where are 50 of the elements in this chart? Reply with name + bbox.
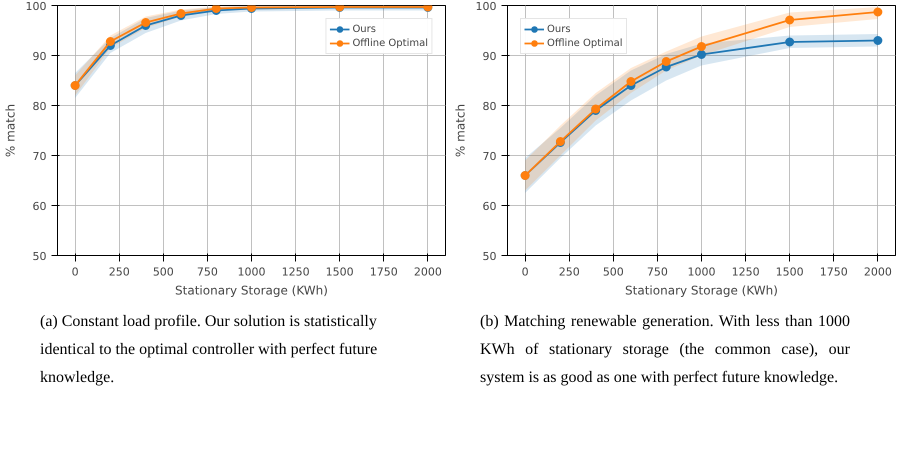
point	[697, 42, 706, 51]
x-tick-label: 500	[602, 266, 624, 278]
y-tick-label: 70	[32, 150, 47, 163]
y-tick-label: 50	[482, 250, 497, 263]
x-tick-label: 1000	[238, 266, 266, 278]
point	[106, 37, 115, 46]
x-tick-label: 750	[646, 266, 668, 278]
point	[697, 50, 706, 59]
point	[873, 36, 882, 45]
x-tick-label: 500	[152, 266, 174, 278]
x-tick-label: 1250	[282, 266, 310, 278]
legend-label: Offline Optimal	[547, 36, 623, 50]
x-tick-label: 250	[108, 266, 130, 278]
legend-label: Ours	[352, 22, 376, 36]
y-axis-title: % match	[454, 104, 468, 158]
y-tick-label: 70	[482, 150, 497, 163]
point	[873, 8, 882, 16]
x-tick-label: 1750	[370, 266, 398, 278]
x-axis-title: Stationary Storage (KWh)	[175, 284, 328, 298]
x-tick-label: 2000	[864, 266, 892, 278]
x-tick-label: 1500	[776, 266, 804, 278]
point	[662, 57, 671, 66]
x-tick-label: 1250	[732, 266, 760, 278]
x-tick-label: 2000	[414, 266, 442, 278]
x-tick-label: 750	[196, 266, 218, 278]
y-tick-label: 60	[482, 200, 497, 213]
x-tick-label: 250	[558, 266, 580, 278]
text: (a) Constant load profile. Our solution is statistically identical to the optimal controller with perfect future knowledge.	[40, 312, 378, 388]
legend-label: Offline Optimal	[352, 36, 428, 50]
point	[785, 38, 794, 46]
text: (b) Matching renewable generation. With less than 1000 KWh of stationary storage (the common case), our system is as good as one with perfect future knowledge.	[480, 312, 850, 388]
y-tick-label: 100	[476, 0, 497, 13]
y-tick-label: 80	[32, 100, 47, 113]
y-tick-label: 80	[482, 100, 497, 113]
y-tick-label: 90	[32, 50, 47, 63]
x-tick-label: 1750	[820, 266, 848, 278]
y-tick-label: 100	[26, 0, 47, 13]
point	[626, 77, 636, 86]
legend-label: Ours	[547, 22, 571, 36]
x-tick-label: 1000	[688, 266, 716, 278]
x-tick-label: 0	[72, 266, 79, 278]
y-axis-title: % match	[4, 104, 18, 158]
y-tick-label: 50	[32, 250, 47, 263]
point	[141, 18, 150, 27]
point	[785, 16, 794, 24]
x-tick-label: 1500	[326, 266, 354, 278]
y-tick-label: 60	[32, 200, 47, 213]
y-tick-label: 90	[482, 50, 497, 63]
x-axis-title: Stationary Storage (KWh)	[625, 284, 778, 298]
x-tick-label: 0	[522, 266, 529, 278]
